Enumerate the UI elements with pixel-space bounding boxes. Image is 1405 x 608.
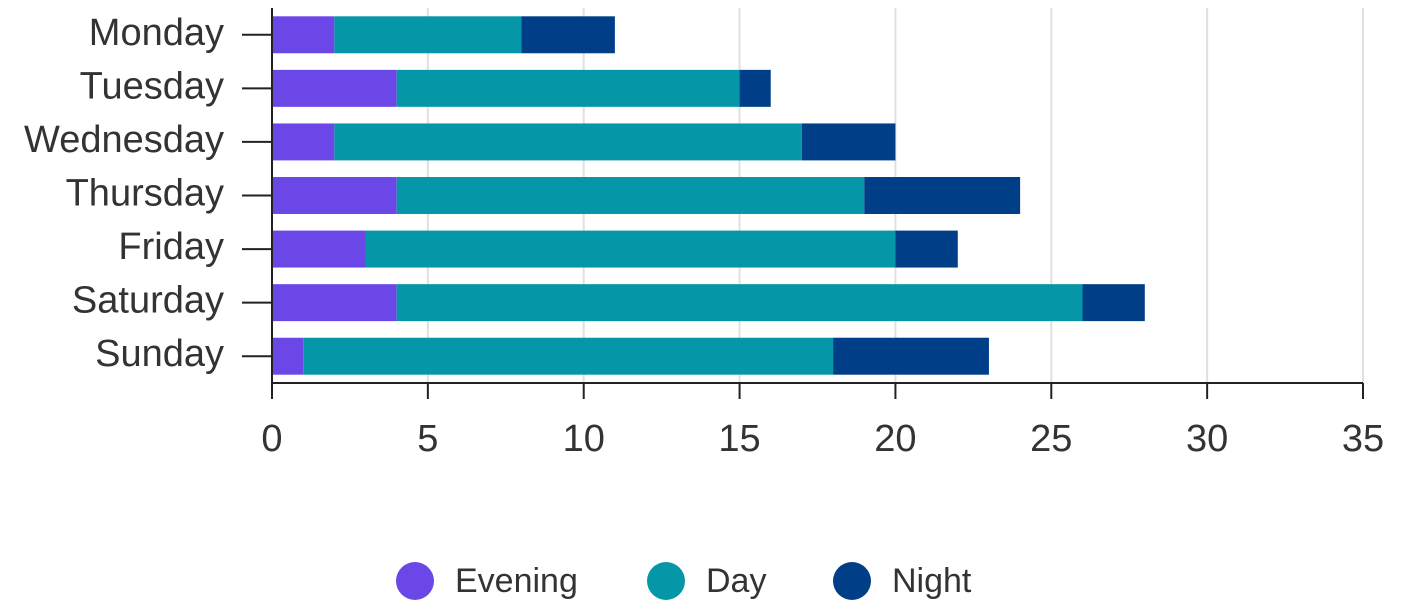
x-tick-label: 30 xyxy=(1186,418,1228,460)
bar-segment xyxy=(272,230,366,268)
legend-label: Day xyxy=(706,562,766,600)
bar-segment xyxy=(521,16,615,54)
bar-segment xyxy=(801,123,896,161)
bar-segment xyxy=(396,69,740,107)
y-tick-label: Tuesday xyxy=(80,65,224,107)
bar-segment xyxy=(272,177,397,214)
x-tick-label: 35 xyxy=(1342,418,1384,460)
y-tick-label: Sunday xyxy=(95,333,224,375)
bar-segment xyxy=(272,69,397,107)
x-tick-label: 10 xyxy=(563,418,605,460)
x-tick-label: 5 xyxy=(417,418,438,460)
legend-swatch xyxy=(833,562,871,600)
x-tick-label: 25 xyxy=(1030,418,1072,460)
bar-segment xyxy=(334,16,522,54)
bar-segment xyxy=(365,230,896,268)
bar-segment xyxy=(396,284,1083,322)
bar-segment xyxy=(272,123,335,161)
legend-label: Evening xyxy=(455,562,578,600)
x-tick-label: 15 xyxy=(718,418,760,460)
y-tick-label: Wednesday xyxy=(24,119,224,161)
x-tick-label: 20 xyxy=(874,418,916,460)
bar-segment xyxy=(739,69,771,107)
bar-segment xyxy=(396,177,865,214)
bar-segment xyxy=(895,230,958,268)
bar-segment xyxy=(272,16,335,54)
x-tick-label: 0 xyxy=(261,418,282,460)
y-tick-label: Friday xyxy=(118,226,224,268)
y-tick-label: Thursday xyxy=(66,173,224,215)
bar-segment xyxy=(334,123,802,161)
legend-swatch xyxy=(647,562,685,600)
bar-segment xyxy=(1082,284,1145,322)
bar-segment xyxy=(272,337,304,375)
bar-segment xyxy=(303,337,834,375)
bar-segment xyxy=(864,177,1021,214)
y-tick-label: Monday xyxy=(89,12,224,54)
bar-segment xyxy=(833,337,989,375)
legend-swatch xyxy=(396,562,434,600)
legend-label: Night xyxy=(892,562,972,600)
y-tick-label: Saturday xyxy=(72,280,224,322)
bar-segment xyxy=(272,284,397,322)
